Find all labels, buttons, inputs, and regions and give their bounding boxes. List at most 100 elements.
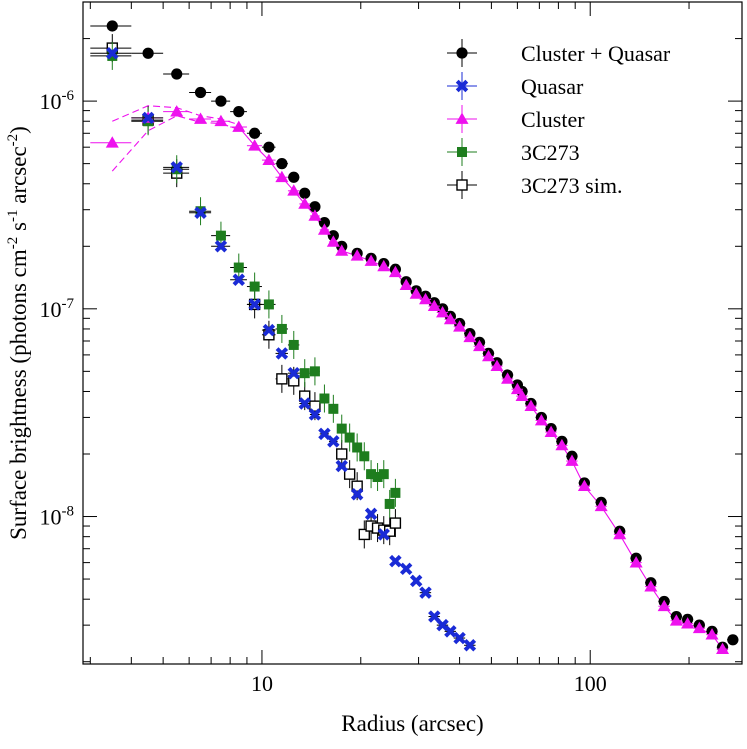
data-point bbox=[275, 347, 289, 360]
data-point bbox=[326, 235, 340, 247]
data-point bbox=[215, 230, 226, 241]
data-point bbox=[534, 413, 548, 426]
y-axis-label-superscript: -2 bbox=[5, 237, 21, 250]
data-point bbox=[327, 435, 340, 448]
data-point bbox=[351, 480, 363, 492]
data-point bbox=[705, 628, 719, 640]
data-point bbox=[215, 95, 227, 107]
y-tick-exponent: -6 bbox=[62, 88, 75, 104]
x-stroke bbox=[214, 240, 228, 253]
data-point bbox=[482, 349, 496, 362]
data-point bbox=[335, 459, 348, 473]
data-point bbox=[335, 244, 349, 256]
data-point bbox=[317, 223, 331, 235]
data-point bbox=[427, 299, 441, 312]
x-stroke bbox=[350, 488, 364, 501]
data-point bbox=[463, 639, 477, 652]
y-tick-exponent: -7 bbox=[62, 296, 75, 312]
data-point bbox=[419, 292, 433, 305]
data-point bbox=[262, 323, 276, 337]
data-point bbox=[344, 432, 355, 443]
data-point bbox=[318, 217, 331, 229]
data-point bbox=[233, 106, 245, 118]
data-point bbox=[428, 610, 441, 623]
data-point bbox=[364, 507, 378, 521]
legend-marker bbox=[457, 147, 467, 157]
data-point bbox=[298, 197, 312, 209]
x-stroke bbox=[170, 161, 183, 174]
data-point bbox=[287, 184, 301, 196]
y-axis-label: Surface brightness (photons cm-2 s-1 arc… bbox=[5, 126, 31, 540]
data-point bbox=[390, 487, 401, 498]
data-point bbox=[657, 599, 671, 612]
x-stroke bbox=[141, 111, 155, 125]
data-point bbox=[142, 47, 154, 59]
legend-entry: 3C273 bbox=[447, 138, 580, 166]
data-point bbox=[318, 427, 331, 441]
series-cluster-quasar bbox=[90, 20, 739, 653]
data-point bbox=[336, 448, 348, 460]
data-point bbox=[288, 171, 300, 183]
data-point bbox=[248, 298, 261, 311]
data-point bbox=[343, 468, 356, 480]
data-point bbox=[490, 359, 504, 371]
x-stroke bbox=[436, 618, 449, 632]
y-axis-label-superscript: -1 bbox=[5, 210, 21, 223]
series-cluster bbox=[90, 105, 730, 654]
data-point bbox=[249, 281, 260, 292]
data-point bbox=[399, 278, 413, 291]
data-point bbox=[594, 499, 608, 512]
x-stroke bbox=[419, 586, 432, 599]
x-stroke bbox=[106, 47, 119, 60]
data-point bbox=[692, 621, 706, 634]
data-point bbox=[263, 141, 275, 153]
data-point bbox=[453, 631, 466, 645]
y-tick-base: 10 bbox=[40, 297, 62, 322]
data-point bbox=[276, 158, 288, 170]
x-stroke bbox=[377, 528, 390, 541]
data-point bbox=[275, 170, 289, 183]
legend-label: Cluster + Quasar bbox=[521, 41, 671, 66]
x-stroke bbox=[444, 625, 457, 638]
data-point bbox=[510, 382, 524, 395]
y-axis-label-superscript: -2 bbox=[5, 134, 21, 147]
legend-label: Quasar bbox=[521, 74, 584, 99]
plot-frame bbox=[82, 1, 743, 665]
data-point bbox=[287, 366, 300, 380]
x-stroke bbox=[409, 574, 423, 588]
y-tick-label: 10-8 bbox=[40, 504, 75, 530]
x-stroke bbox=[287, 366, 300, 380]
data-point bbox=[577, 479, 591, 492]
data-point bbox=[232, 273, 245, 286]
data-point bbox=[232, 120, 246, 132]
x-stroke bbox=[194, 206, 207, 219]
data-point bbox=[565, 454, 579, 466]
data-point bbox=[141, 111, 155, 125]
data-point bbox=[669, 614, 683, 626]
axes bbox=[82, 1, 743, 665]
data-point bbox=[409, 287, 423, 299]
legend-entry: Cluster bbox=[447, 105, 585, 133]
legend-marker bbox=[456, 179, 468, 191]
data-point bbox=[298, 397, 311, 410]
x-stroke bbox=[275, 347, 289, 360]
data-point bbox=[463, 330, 477, 343]
data-point bbox=[106, 20, 118, 32]
data-point bbox=[308, 209, 322, 221]
data-point bbox=[170, 161, 183, 174]
x-stroke bbox=[248, 298, 261, 311]
data-point bbox=[170, 105, 184, 117]
data-point bbox=[389, 517, 402, 529]
data-point bbox=[299, 368, 310, 379]
x-stroke bbox=[327, 435, 340, 448]
x-stroke bbox=[399, 562, 413, 576]
x-stroke bbox=[335, 459, 348, 473]
legend-entry: 3C273 sim. bbox=[447, 171, 622, 199]
data-point bbox=[389, 554, 402, 568]
data-point bbox=[409, 574, 423, 588]
data-point bbox=[105, 136, 119, 148]
x-stroke bbox=[298, 397, 311, 410]
data-point bbox=[171, 68, 183, 80]
data-point bbox=[443, 312, 457, 325]
